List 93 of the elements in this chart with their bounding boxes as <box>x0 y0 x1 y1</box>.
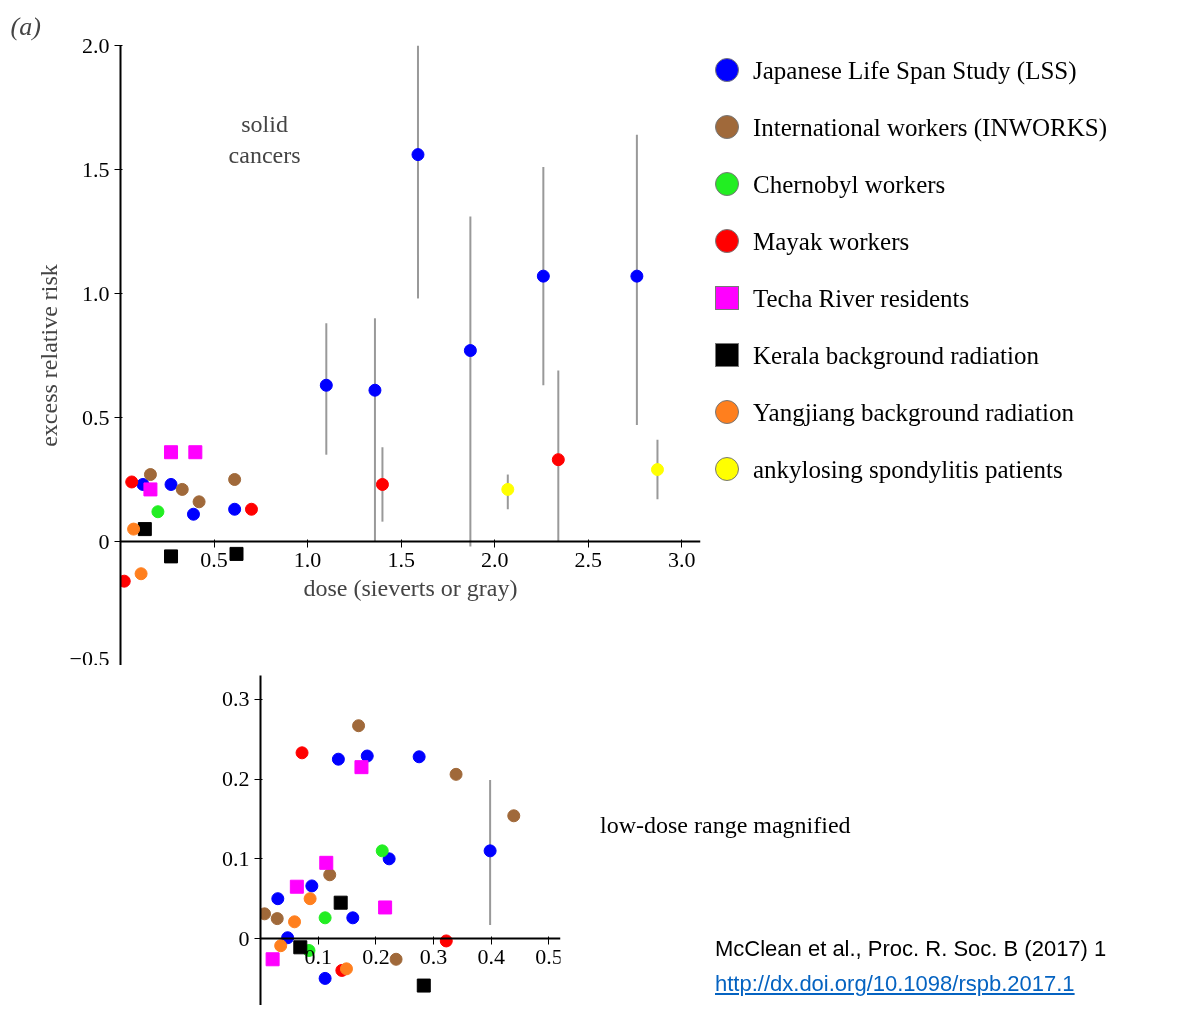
y-tick-label: 2.0 <box>82 32 110 58</box>
point <box>289 879 304 894</box>
point <box>318 971 332 985</box>
chart-title: (a) <box>10 11 41 41</box>
legend-label: Japanese Life Span Study (LSS) <box>753 56 1077 84</box>
x-tick-label: 0.2 <box>362 943 390 969</box>
point <box>352 719 366 733</box>
point <box>127 522 141 536</box>
annotation: solid cancers <box>228 111 301 169</box>
point <box>378 900 393 915</box>
point <box>333 895 348 910</box>
point <box>151 505 165 519</box>
y-axis-title: excess relative risk <box>35 264 62 447</box>
x-tick-label: 1.5 <box>387 546 415 572</box>
point <box>164 445 179 460</box>
y-tick-label: 0.1 <box>222 845 250 871</box>
point <box>288 915 302 929</box>
point <box>143 468 157 482</box>
y-tick-label: 0.3 <box>222 686 250 712</box>
x-tick-label: 2.5 <box>574 546 602 572</box>
y-tick-label: 0.2 <box>222 766 250 792</box>
x-axis-title: dose (sieverts or gray) <box>303 574 518 601</box>
point <box>411 148 425 162</box>
text: McClean et al., Proc. R. Soc. B (2017) 1 <box>715 935 1108 963</box>
point <box>416 978 431 993</box>
legend-label: International workers (INWORKS) <box>753 113 1108 141</box>
point <box>271 892 285 906</box>
point <box>143 482 158 497</box>
point <box>323 868 337 882</box>
point <box>134 567 148 581</box>
point <box>463 344 477 358</box>
point <box>389 952 403 966</box>
point <box>339 962 353 976</box>
point <box>650 463 664 477</box>
legend-label: Techa River residents <box>753 284 970 312</box>
point <box>188 445 203 460</box>
x-tick-label: 0.4 <box>477 943 506 969</box>
point <box>305 879 319 893</box>
point <box>228 473 242 486</box>
point <box>186 507 200 521</box>
point <box>260 907 272 921</box>
point <box>507 809 521 823</box>
point <box>303 892 317 906</box>
point <box>551 453 565 467</box>
y-tick-label: 1.0 <box>82 280 110 306</box>
point <box>228 502 242 516</box>
point <box>449 767 463 781</box>
point <box>192 495 206 509</box>
legend-label: Mayak workers <box>753 227 910 255</box>
x-tick-label: 1.0 <box>293 546 322 572</box>
text: low-dose range magnified <box>600 811 852 840</box>
y-tick-label: 0 <box>98 528 110 554</box>
x-tick-label: 0.3 <box>419 943 448 969</box>
point <box>164 549 179 564</box>
point <box>265 952 280 967</box>
y-tick-label: −0.5 <box>69 645 110 671</box>
point <box>318 911 332 925</box>
point <box>412 750 426 764</box>
point <box>244 502 258 516</box>
point <box>483 844 497 858</box>
x-tick-label: 2.0 <box>480 546 509 572</box>
legend-label: ankylosing spondylitis patients <box>753 455 1063 483</box>
y-tick-label: 1.5 <box>82 156 110 182</box>
point <box>368 383 382 397</box>
point <box>125 475 139 489</box>
point <box>375 844 389 858</box>
legend-label: Yangjiang background radiation <box>753 398 1075 426</box>
point <box>331 752 345 766</box>
point <box>630 269 644 283</box>
text: http://dx.doi.org/10.1098/rspb.2017.1 <box>715 970 1076 998</box>
point <box>319 855 334 870</box>
point <box>175 482 189 496</box>
y-tick-label: 0.5 <box>82 404 110 430</box>
point <box>536 269 550 283</box>
point <box>382 852 396 866</box>
point <box>164 477 178 491</box>
point <box>274 939 288 953</box>
point <box>319 378 333 392</box>
point <box>375 477 389 491</box>
point <box>354 760 369 775</box>
point <box>501 482 515 496</box>
y-tick-label: 0 <box>238 925 250 951</box>
point <box>295 746 309 760</box>
point <box>229 546 244 561</box>
legend-label: Chernobyl workers <box>753 170 946 198</box>
point <box>270 912 284 926</box>
x-tick-label: 3.0 <box>668 546 696 572</box>
point <box>346 911 360 925</box>
x-tick-label: 0.1 <box>304 943 332 969</box>
legend-label: Kerala background radiation <box>753 341 1039 369</box>
point <box>360 749 374 763</box>
x-tick-label: 0.5 <box>200 546 228 572</box>
point <box>137 522 152 537</box>
